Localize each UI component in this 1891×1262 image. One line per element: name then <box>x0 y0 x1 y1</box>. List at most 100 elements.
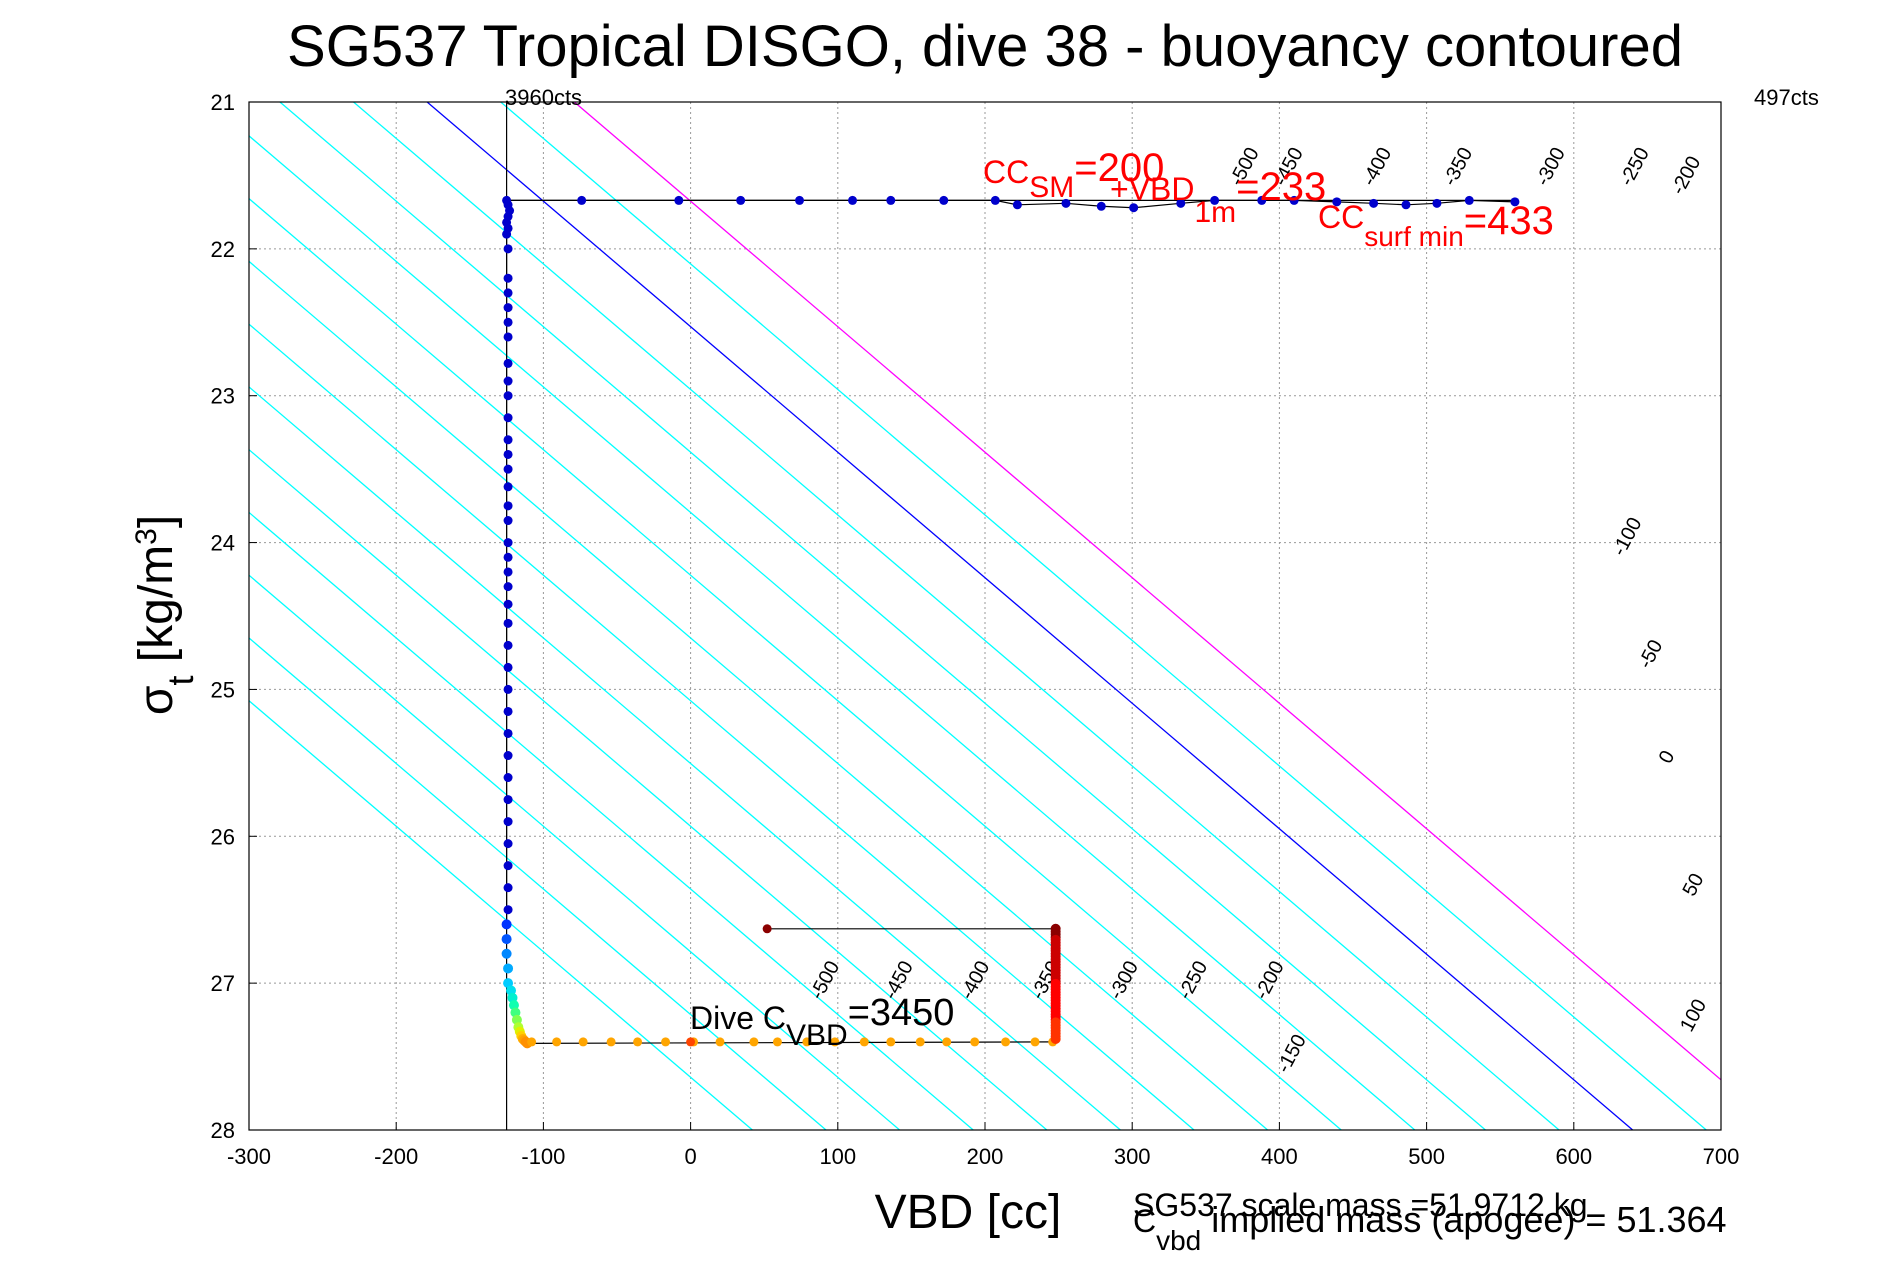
data-point <box>503 599 513 609</box>
data-point <box>886 195 896 205</box>
zero-point <box>686 1037 696 1047</box>
x-tick-label: 100 <box>819 1144 856 1169</box>
data-point <box>503 435 513 445</box>
data-point <box>503 332 513 342</box>
bottom-point <box>633 1037 643 1047</box>
cc-sm-annotation: CCSM=200 <box>983 146 1164 204</box>
bottom-point <box>886 1037 896 1047</box>
data-point <box>503 358 513 368</box>
data-point <box>503 728 513 738</box>
data-point <box>1210 195 1220 205</box>
data-points <box>501 195 1520 1049</box>
contour-lines <box>249 102 1721 1130</box>
dive-point <box>501 934 512 945</box>
data-point <box>503 288 513 298</box>
implied-mass-text: Cvbd implied mass (apogee) = 51.364 <box>1133 1199 1727 1256</box>
contour-line <box>249 448 1048 1130</box>
vbd-1m-annotation: +VBD1m=233 <box>1110 165 1326 229</box>
x-tick-label: 600 <box>1555 1144 1592 1169</box>
contour-line <box>249 699 753 1130</box>
data-point <box>990 195 1000 205</box>
y-tick-label: 27 <box>211 971 235 996</box>
bottom-point <box>942 1037 952 1047</box>
data-point <box>503 376 513 386</box>
y-tick-label: 26 <box>211 824 235 849</box>
bottom-point <box>606 1037 616 1047</box>
data-point <box>503 538 513 548</box>
x-tick-label: -300 <box>227 1144 271 1169</box>
bottom-point <box>772 1037 782 1047</box>
dive-cvbd-annotation: Dive CVBD=3450 <box>690 992 954 1052</box>
y-tick-label: 28 <box>211 1118 235 1143</box>
data-point <box>503 618 513 628</box>
data-point <box>503 795 513 805</box>
data-point <box>503 464 513 474</box>
data-point <box>503 883 513 893</box>
dive-point <box>501 948 512 959</box>
data-point <box>1176 198 1186 208</box>
data-point <box>503 516 513 526</box>
data-point <box>1369 198 1379 208</box>
data-point <box>1464 195 1474 205</box>
data-point <box>503 582 513 592</box>
x-tick-label: -100 <box>521 1144 565 1169</box>
contour-line <box>249 637 827 1130</box>
data-point <box>1432 198 1442 208</box>
bottom-point <box>749 1037 759 1047</box>
y-ticks: 21 22 23 24 25 26 27 28 <box>211 90 257 1143</box>
bottom-point <box>915 1037 925 1047</box>
top-right-label: 497cts <box>1754 85 1819 110</box>
bottom-point <box>1001 1037 1011 1047</box>
data-point <box>503 773 513 783</box>
bottom-point <box>552 1037 562 1047</box>
contour-line <box>249 197 1342 1130</box>
top-segment-start-point <box>762 924 772 934</box>
y-axis-label: σt [kg/m3] <box>130 515 201 715</box>
data-point <box>503 273 513 283</box>
data-point <box>503 684 513 694</box>
chart-title: SG537 Tropical DISGO, dive 38 - buoyancy… <box>287 14 1683 79</box>
contour-line <box>573 102 1721 1081</box>
y-tick-label: 22 <box>211 237 235 262</box>
data-point <box>503 662 513 672</box>
bottom-point <box>1030 1037 1040 1047</box>
data-point <box>1332 197 1342 207</box>
bottom-point <box>578 1037 588 1047</box>
data-point <box>1129 203 1139 213</box>
cc-surf-min-annotation: CCsurf min=433 <box>1318 199 1554 252</box>
contour-line <box>500 102 1707 1130</box>
data-point <box>1012 200 1022 210</box>
y-tick-label: 24 <box>211 531 235 556</box>
bottom-point <box>715 1037 725 1047</box>
bottom-point <box>830 1037 840 1047</box>
bottom-point <box>527 1037 537 1047</box>
data-point <box>503 244 513 254</box>
x-tick-label: -200 <box>374 1144 418 1169</box>
x-axis-label: VBD [cc] <box>875 1186 1062 1239</box>
contour-line <box>249 386 1121 1130</box>
contour-line <box>353 102 1560 1130</box>
x-tick-label: 500 <box>1408 1144 1445 1169</box>
data-point <box>503 706 513 716</box>
data-point <box>503 391 513 401</box>
data-point <box>503 861 513 871</box>
data-point <box>939 195 949 205</box>
y-tick-label: 21 <box>211 90 235 115</box>
bottom-point <box>802 1037 812 1047</box>
scale-mass-text: SG537 scale mass =51.9712 kg <box>1133 1187 1588 1223</box>
data-point <box>1289 195 1299 205</box>
x-tick-label: 0 <box>684 1144 696 1169</box>
data-point <box>1257 195 1267 205</box>
data-point <box>502 229 512 239</box>
x-tick-label: 300 <box>1114 1144 1151 1169</box>
contour-line <box>279 102 1486 1130</box>
data-point <box>795 195 805 205</box>
data-point <box>503 317 513 327</box>
data-point <box>503 449 513 459</box>
bottom-point <box>970 1037 980 1047</box>
bottom-point <box>661 1037 671 1047</box>
data-point <box>503 413 513 423</box>
x-ticks: -300 -200 -100 0 100 200 300 400 500 600 700 <box>227 1122 1739 1169</box>
dive-point <box>503 963 514 974</box>
